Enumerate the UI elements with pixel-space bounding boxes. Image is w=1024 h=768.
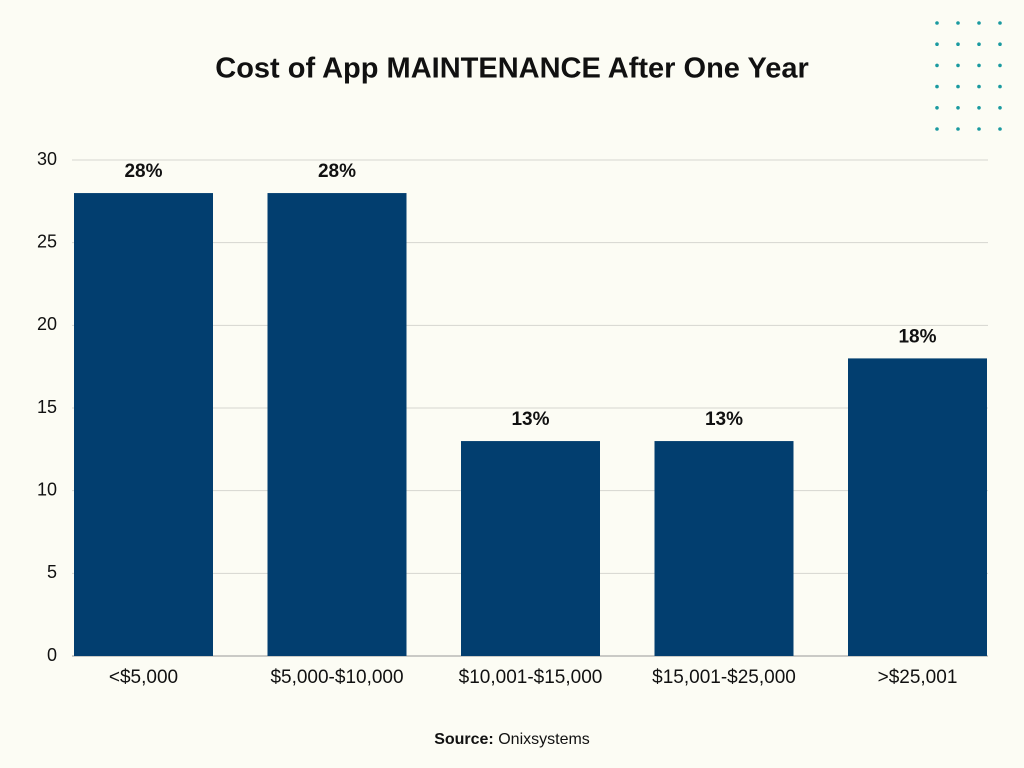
dot [998, 21, 1002, 25]
bar [654, 441, 794, 656]
value-label: 13% [705, 409, 743, 430]
dot [956, 42, 960, 46]
value-label: 28% [318, 161, 356, 182]
dot [998, 42, 1002, 46]
bar [74, 193, 213, 657]
y-tick-label: 0 [47, 645, 57, 665]
value-label: 18% [898, 326, 936, 347]
source: Source: Onixsystems [434, 731, 590, 748]
dot [935, 127, 939, 131]
dot [935, 42, 939, 46]
y-tick-label: 30 [37, 149, 57, 169]
y-tick-label: 10 [37, 479, 57, 499]
dot [935, 106, 939, 110]
dot [998, 84, 1002, 89]
y-tick-label: 15 [37, 397, 57, 417]
dot [977, 127, 981, 131]
dot [977, 63, 981, 68]
bar [267, 193, 407, 657]
dot [935, 21, 939, 25]
decoration [935, 21, 1002, 131]
dot [956, 106, 960, 110]
bar [848, 358, 987, 656]
dot [977, 106, 981, 110]
dot [977, 21, 981, 25]
value-label: 13% [511, 409, 549, 430]
dot [935, 63, 939, 68]
dot [977, 84, 981, 89]
x-tick-label: >$25,001 [878, 667, 958, 688]
x-tick-label: <$5,000 [109, 667, 178, 688]
chart-title: Cost of App MAINTENANCE After One Year [215, 53, 808, 85]
dot [956, 63, 960, 68]
x-tick-label: $15,001-$25,000 [652, 667, 796, 688]
dot [956, 84, 960, 89]
x-tick-label: $5,000-$10,000 [270, 667, 403, 688]
source-text: Onixsystems [498, 731, 590, 748]
y-tick-label: 20 [37, 314, 57, 334]
source-label: Source: [434, 731, 494, 748]
y-tick-label: 5 [47, 562, 57, 582]
value-label: 28% [124, 161, 162, 182]
y-tick-label: 25 [37, 231, 57, 251]
dot [935, 84, 939, 89]
dot [998, 106, 1002, 110]
dot [998, 63, 1002, 68]
dot [998, 127, 1002, 131]
bar [461, 441, 600, 656]
dot [956, 127, 960, 131]
dot [977, 42, 981, 46]
x-tick-label: $10,001-$15,000 [459, 667, 603, 688]
dot [956, 21, 960, 25]
